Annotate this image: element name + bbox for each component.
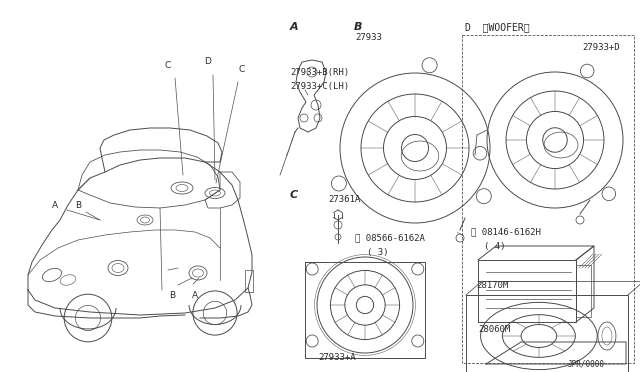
Text: D: D xyxy=(205,58,211,67)
Bar xyxy=(245,270,253,292)
Text: 27933+C(LH): 27933+C(LH) xyxy=(290,83,349,92)
Text: 28060M: 28060M xyxy=(478,326,510,334)
Text: B: B xyxy=(354,22,362,32)
Text: ( 4): ( 4) xyxy=(484,241,506,250)
Text: C: C xyxy=(239,65,245,74)
Text: C: C xyxy=(290,190,298,200)
Text: B: B xyxy=(169,291,175,299)
Text: 27933+D: 27933+D xyxy=(582,44,620,52)
Text: 27933+A: 27933+A xyxy=(318,353,356,362)
Text: 27933+B(RH): 27933+B(RH) xyxy=(290,68,349,77)
Text: 28170M: 28170M xyxy=(476,280,508,289)
Text: 27361A: 27361A xyxy=(328,196,360,205)
Text: A: A xyxy=(290,22,299,32)
Text: A: A xyxy=(52,201,58,209)
Text: Ⓢ 08146-6162H: Ⓢ 08146-6162H xyxy=(471,228,541,237)
Text: ( 3): ( 3) xyxy=(367,247,388,257)
Text: B: B xyxy=(75,201,81,209)
Bar xyxy=(466,295,628,372)
Bar xyxy=(478,260,576,322)
Text: D  〈WOOFER〉: D 〈WOOFER〉 xyxy=(465,22,530,32)
Text: JPR/0000: JPR/0000 xyxy=(568,359,605,369)
Text: A: A xyxy=(192,291,198,299)
Text: C: C xyxy=(165,61,171,70)
Text: 27933: 27933 xyxy=(355,33,382,42)
Text: Ⓢ 08566-6162A: Ⓢ 08566-6162A xyxy=(355,234,425,243)
Bar xyxy=(576,265,591,317)
Bar xyxy=(462,35,634,363)
